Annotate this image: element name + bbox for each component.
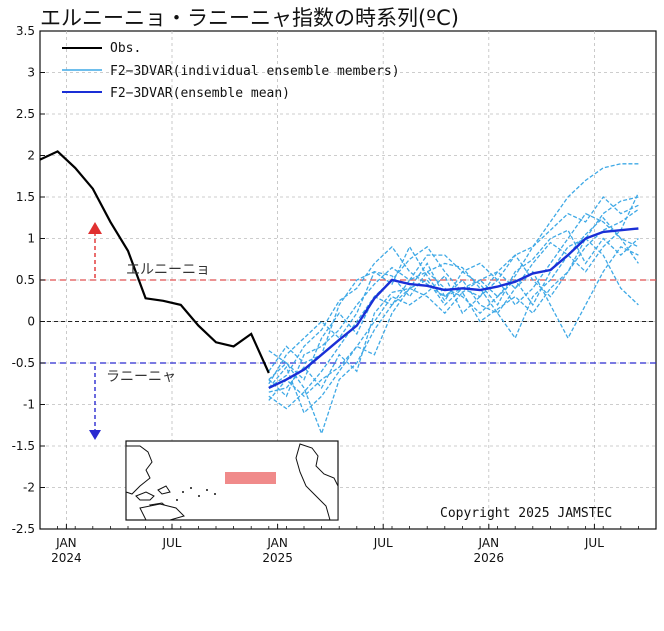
x-tick-label: JUL [373, 536, 393, 550]
la-nina-annotation: ラニーニャ [89, 366, 176, 440]
inset-australia [139, 503, 185, 521]
y-tick-label: -2 [23, 481, 35, 495]
y-tick-label: 2.5 [16, 107, 35, 121]
inset-pacific-islands [176, 487, 216, 501]
ensemble-mean-group [268, 227, 639, 389]
ensemble-member-lines [268, 163, 639, 436]
x-tick-year-label: 2024 [51, 551, 82, 565]
inset-nino3-region-box [225, 472, 276, 484]
inset-americas [295, 443, 339, 521]
el-nino-arrow-head [88, 222, 102, 234]
y-tick-label: 0.5 [16, 273, 35, 287]
chart-title: エルニーニョ・ラニーニャ指数の時系列(ºC) [40, 6, 459, 30]
x-tick-label: JAN [55, 536, 77, 550]
inset-asia-landmass [125, 445, 153, 495]
y-axis-ticks: 3.5 3 2.5 2 1.5 1 0.5 0 -0.5 -1 -1.5 -2 -2.5 [12, 24, 45, 536]
ensemble-member-line [268, 208, 639, 393]
x-tick-label: JAN [478, 536, 500, 550]
y-tick-label: 2 [27, 149, 35, 163]
x-tick-label: JUL [584, 536, 604, 550]
el-nino-annotation: エルニーニョ [88, 222, 210, 278]
y-tick-label: 0 [27, 315, 35, 329]
ensemble-member-line [268, 192, 639, 401]
ensemble-member-line [268, 245, 639, 381]
legend: Obs. F2−3DVAR(individual ensemble member… [62, 41, 400, 101]
ensemble-mean-line [268, 227, 639, 389]
y-tick-label: -2.5 [12, 522, 35, 536]
y-tick-label: -0.5 [12, 356, 35, 370]
legend-label-mean: F2−3DVAR(ensemble mean) [110, 86, 290, 101]
ensemble-member-line [268, 163, 639, 389]
ensemble-member-line [268, 237, 639, 436]
ensemble-member-line [268, 196, 639, 414]
y-tick-label: 3.5 [16, 24, 35, 38]
observed-line [39, 150, 270, 374]
copyright-text: Copyright 2025 JAMSTEC [440, 506, 612, 521]
ensemble-member-line [268, 229, 639, 398]
inset-region-map [125, 440, 339, 521]
y-tick-label: 1.5 [16, 190, 35, 204]
reference-lines [40, 279, 656, 364]
la-nina-label: ラニーニャ [106, 369, 176, 385]
observed-line-group [39, 150, 270, 374]
y-tick-label: -1.5 [12, 439, 35, 453]
y-tick-label: 1 [27, 232, 35, 246]
y-tick-label: -1 [23, 398, 35, 412]
la-nina-arrow-head [89, 430, 101, 440]
x-tick-label: JAN [266, 536, 288, 550]
x-tick-label: JUL [161, 536, 181, 550]
legend-label-obs: Obs. [110, 41, 141, 56]
el-nino-label: エルニーニョ [126, 262, 210, 278]
x-tick-year-label: 2026 [474, 551, 505, 565]
ensemble-member-line [268, 212, 639, 372]
x-tick-year-label: 2025 [262, 551, 293, 565]
legend-label-members: F2−3DVAR(individual ensemble members) [110, 64, 400, 79]
y-tick-label: 3 [27, 66, 35, 80]
